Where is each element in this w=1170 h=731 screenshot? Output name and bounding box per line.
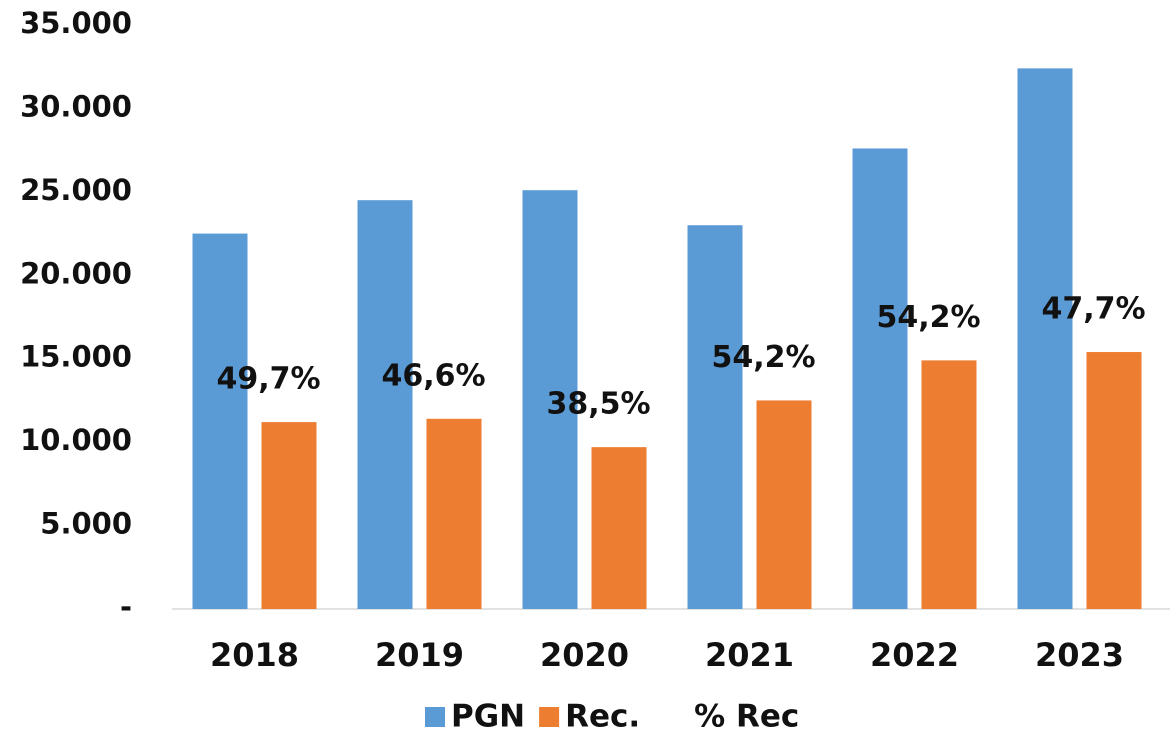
x-tick-label: 2019 bbox=[375, 636, 464, 674]
legend-swatch bbox=[539, 707, 559, 727]
value-label: 54,2% bbox=[711, 340, 815, 375]
bar bbox=[922, 360, 977, 609]
bar bbox=[1087, 352, 1142, 609]
bar bbox=[427, 419, 482, 609]
x-tick-label: 2023 bbox=[1035, 636, 1124, 674]
x-tick-label: 2020 bbox=[540, 636, 629, 674]
bar bbox=[262, 422, 317, 609]
bar bbox=[757, 400, 812, 609]
y-tick-label: 10.000 bbox=[20, 423, 132, 457]
value-label: 46,6% bbox=[381, 358, 485, 393]
value-label: 49,7% bbox=[216, 362, 320, 397]
x-tick-label: 2022 bbox=[870, 636, 959, 674]
x-tick-label: 2021 bbox=[705, 636, 794, 674]
x-tick-label: 2018 bbox=[210, 636, 299, 674]
bar bbox=[853, 148, 908, 609]
y-tick-label: 5.000 bbox=[40, 507, 132, 541]
y-tick-label: 25.000 bbox=[20, 173, 132, 207]
y-tick-label: 15.000 bbox=[20, 340, 132, 374]
legend-label: PGN bbox=[451, 699, 525, 731]
legend-label: % Rec bbox=[694, 699, 799, 731]
bar bbox=[592, 447, 647, 609]
value-label: 38,5% bbox=[546, 387, 650, 422]
y-tick-label: 30.000 bbox=[20, 89, 132, 123]
value-label: 47,7% bbox=[1041, 292, 1145, 327]
legend-label: Rec. bbox=[565, 699, 640, 731]
y-tick-label: 20.000 bbox=[20, 256, 132, 290]
y-tick-label: - bbox=[120, 590, 132, 624]
value-label: 54,2% bbox=[876, 300, 980, 335]
bar bbox=[1018, 68, 1073, 609]
y-tick-label: 35.000 bbox=[20, 6, 132, 40]
legend-swatch bbox=[425, 707, 445, 727]
bar bbox=[358, 200, 413, 609]
bar bbox=[193, 234, 248, 609]
chart: - 5.000 10.000 15.000 20.000 25.000 30.000 35.0… bbox=[0, 0, 1170, 731]
bar bbox=[688, 225, 743, 609]
